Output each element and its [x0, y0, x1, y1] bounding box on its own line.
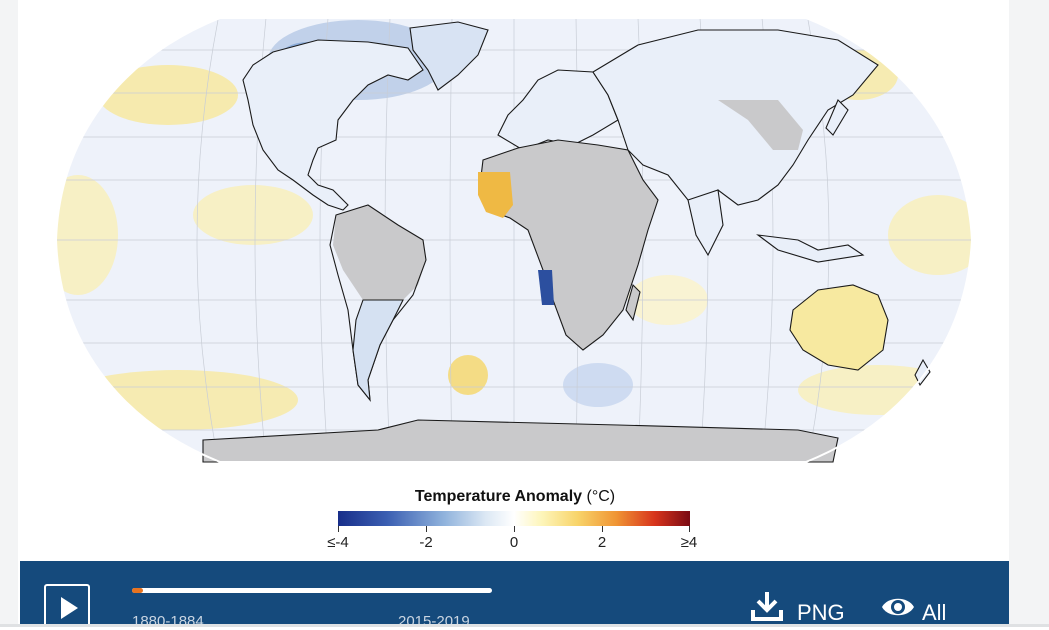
southwest-africa-cold: [538, 270, 554, 305]
legend-unit: (°C): [586, 488, 616, 505]
legend-tick-label: 2: [597, 534, 607, 551]
color-legend: Temperature Anomaly (°C) ≤-4 -2 0 2 ≥4: [320, 486, 710, 556]
warm-anomaly-patch: [98, 65, 238, 125]
legend-tick-label: 0: [509, 534, 519, 551]
show-all-button[interactable]: All: [880, 587, 990, 627]
temperature-anomaly-map: [54, 17, 974, 463]
legend-title: Temperature Anomaly (°C): [320, 488, 710, 506]
legend-color-bar: [338, 511, 690, 526]
globe-outline: [54, 17, 974, 463]
south-america-no-data: [333, 205, 426, 300]
timeline-start-label: 1880-1884: [132, 613, 204, 630]
warm-anomaly-patch: [193, 185, 313, 245]
warm-anomaly-patch: [798, 365, 958, 415]
legend-tick: [426, 526, 427, 532]
asia: [592, 29, 879, 216]
page-margin-right: [1009, 0, 1049, 627]
page-bottom-edge: [0, 624, 1049, 627]
map-panel: [18, 0, 1009, 560]
legend-tick: [689, 526, 690, 532]
eye-icon: [882, 598, 914, 616]
play-icon: [61, 597, 78, 619]
indonesia: [756, 234, 865, 263]
timeline-progress: [132, 588, 143, 593]
download-png-button[interactable]: PNG: [747, 587, 857, 627]
download-icon: [751, 592, 783, 621]
legend-tick: [514, 526, 515, 532]
page-margin-left: [0, 0, 18, 627]
cool-anomaly-patch: [563, 363, 633, 407]
legend-tick-label: ≥4: [680, 534, 698, 551]
download-png-label: PNG: [797, 600, 845, 625]
west-africa-warm: [478, 172, 513, 218]
north-america: [242, 39, 424, 211]
asia-no-data: [718, 100, 803, 150]
greenland: [409, 21, 489, 91]
india: [687, 189, 724, 257]
south-america-south: [352, 299, 404, 402]
continents: [202, 21, 931, 463]
warm-anomaly-patch: [56, 175, 118, 295]
legend-tick: [602, 526, 603, 532]
legend-title-text: Temperature Anomaly: [414, 488, 583, 505]
show-all-label: All: [922, 600, 947, 625]
warm-anomaly-patch: [448, 355, 488, 395]
australia: [789, 284, 889, 371]
timeline-end-label: 2015-2019: [398, 613, 470, 630]
africa-no-data: [479, 139, 659, 351]
madagascar: [625, 283, 641, 322]
warm-anomaly-patch: [888, 195, 972, 275]
legend-tick-label: ≤-4: [327, 534, 349, 551]
japan: [825, 99, 849, 136]
timeline-slider[interactable]: [132, 588, 492, 593]
playback-control-bar: 1880-1884 2015-2019 PNG All: [20, 561, 1009, 630]
legend-tick: [338, 526, 339, 532]
new-zealand: [914, 358, 931, 387]
legend-tick-label: -2: [419, 534, 433, 551]
